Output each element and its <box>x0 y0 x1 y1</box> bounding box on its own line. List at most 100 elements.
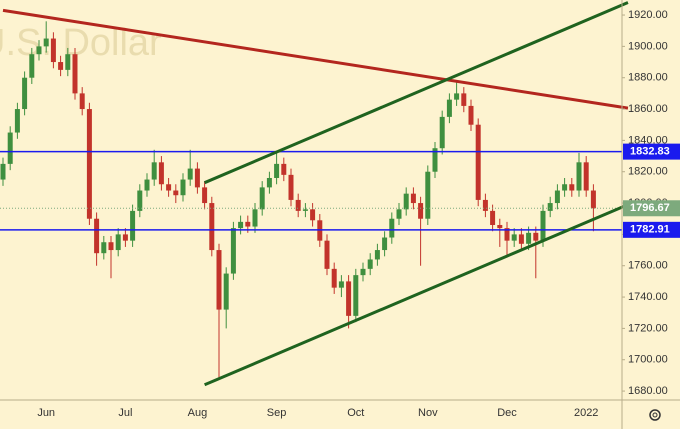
candle-body <box>475 124 481 200</box>
candle-body <box>194 168 200 188</box>
plot-area <box>0 21 596 379</box>
candle-body <box>454 93 460 100</box>
candle-body <box>173 190 179 196</box>
candle-body <box>122 234 128 241</box>
candle-body <box>144 179 150 191</box>
candle-body <box>216 250 222 310</box>
candle-body <box>468 105 474 125</box>
candle-body <box>65 54 71 70</box>
candle-body <box>50 38 56 63</box>
candle-body <box>396 209 402 219</box>
candle-body <box>410 193 416 204</box>
x-tick-label: Oct <box>347 407 364 419</box>
candle-body <box>425 171 431 219</box>
x-tick-label: Sep <box>267 407 287 419</box>
candle-body <box>533 232 539 241</box>
candle-body <box>302 209 308 211</box>
candle-body <box>338 281 344 288</box>
candle-body <box>281 163 287 175</box>
candle-body <box>209 203 215 251</box>
candle-body <box>0 163 6 180</box>
candle-body <box>367 259 373 269</box>
x-tick-label: Aug <box>188 407 208 419</box>
candle-body <box>252 209 258 227</box>
candle-body <box>446 99 452 117</box>
trendline <box>204 1 629 185</box>
y-tick-label: 1760.00 <box>628 260 668 272</box>
candle-body <box>583 162 589 191</box>
price-tag <box>623 143 680 160</box>
candle-body <box>7 132 13 164</box>
candle-body <box>295 199 301 211</box>
candle-body <box>266 177 272 188</box>
candle-body <box>439 116 445 149</box>
y-tick-label: 1820.00 <box>628 166 668 178</box>
y-tick-label: 1900.00 <box>628 40 668 52</box>
candle-body <box>518 234 524 244</box>
candle-body <box>590 190 596 209</box>
candle-body <box>547 203 553 211</box>
candle-body <box>331 268 337 288</box>
candle-body <box>374 250 380 260</box>
candle-body <box>36 46 42 55</box>
x-tick-label: Jun <box>37 407 55 419</box>
x-tick-label: 2022 <box>574 407 598 419</box>
candle-body <box>461 93 467 106</box>
y-tick-label: 1840.00 <box>628 134 668 146</box>
candle-body <box>432 148 438 172</box>
candle-body <box>382 237 388 251</box>
settings-icon[interactable] <box>649 409 661 421</box>
candle-body <box>497 224 503 229</box>
candle-body <box>504 228 510 241</box>
candle-body <box>418 203 424 219</box>
trendline <box>2 8 629 110</box>
candle-body <box>86 109 92 219</box>
price-tag-label: 1782.91 <box>630 224 670 236</box>
candle-body <box>43 38 49 47</box>
y-tick-label: 1680.00 <box>628 385 668 397</box>
candle-body <box>526 232 532 244</box>
candle-body <box>245 221 251 227</box>
y-tick-label: 1700.00 <box>628 354 668 366</box>
candle-body <box>72 54 78 94</box>
candle-body <box>511 234 517 241</box>
candle-body <box>576 162 582 191</box>
candle-body <box>554 190 560 204</box>
candle-body <box>137 190 143 211</box>
y-tick-label: 1720.00 <box>628 322 668 334</box>
candle-body <box>346 281 352 316</box>
candle-body <box>569 184 575 191</box>
price-tag <box>623 200 680 217</box>
overlay <box>0 1 629 387</box>
candle-body <box>108 242 114 251</box>
candle-body <box>14 109 20 133</box>
candle-body <box>151 162 157 180</box>
candle-body <box>562 184 568 191</box>
candle-body <box>101 242 107 254</box>
candle-body <box>274 163 280 178</box>
candle-body <box>259 187 265 210</box>
candle-body <box>58 62 64 70</box>
x-tick-label: Nov <box>418 407 438 419</box>
price-tag-label: 1796.67 <box>630 202 670 214</box>
candle-body <box>180 179 186 196</box>
candle-body <box>202 187 208 204</box>
candle-body <box>238 221 244 229</box>
candle-body <box>187 168 193 180</box>
y-tick-label: 1880.00 <box>628 72 668 84</box>
watermark: U.S. Dollar <box>0 22 162 64</box>
candle-body <box>360 268 366 276</box>
candle-body <box>389 218 395 238</box>
y-tick-label: 1740.00 <box>628 291 668 303</box>
candle-body <box>22 77 28 110</box>
candle-body <box>310 209 316 221</box>
candle-body <box>490 210 496 225</box>
candle-body <box>288 174 294 200</box>
x-tick-label: Dec <box>497 407 517 419</box>
candle-body <box>158 162 164 185</box>
candle-body <box>482 199 488 211</box>
price-tag <box>623 221 680 238</box>
candle-body <box>324 240 330 269</box>
